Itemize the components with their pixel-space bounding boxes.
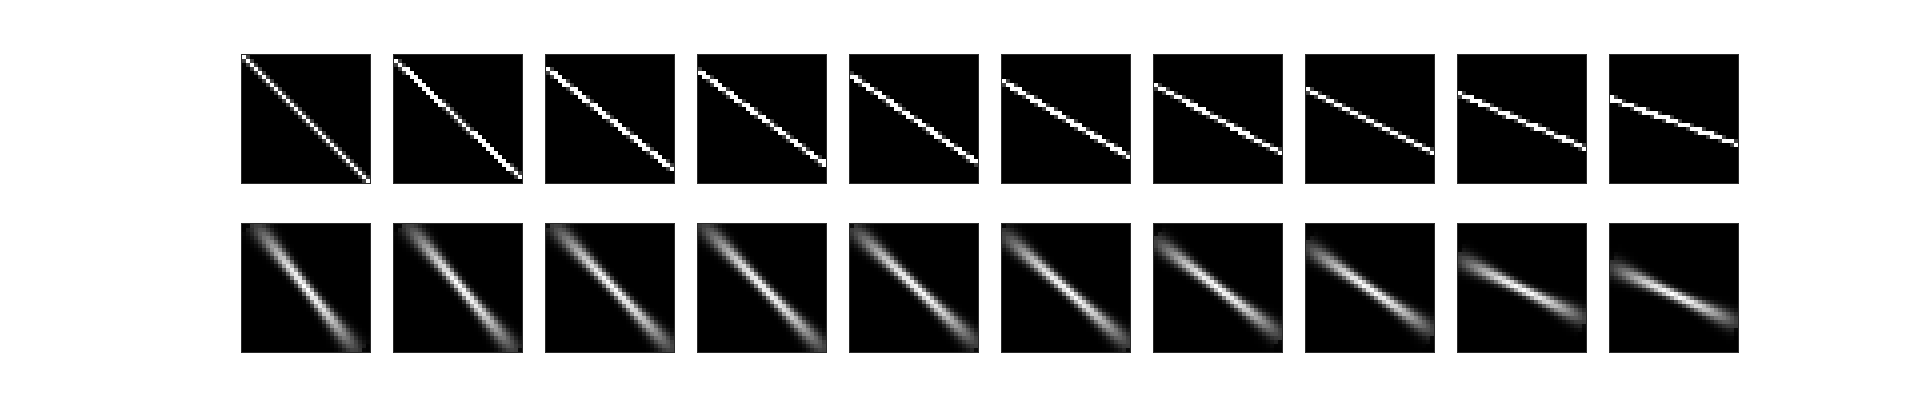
top-row-panel-3 (545, 54, 675, 184)
top-row-image-7 (1154, 55, 1282, 183)
bottom-row-image-4 (698, 224, 826, 352)
bottom-row-panel-8 (1305, 223, 1435, 353)
bottom-row-panel-2 (393, 223, 523, 353)
bottom-row-image-10 (1610, 224, 1738, 352)
top-row-panel-8 (1305, 54, 1435, 184)
top-row-image-5 (850, 55, 978, 183)
top-row-panel-2 (393, 54, 523, 184)
top-row-panel-10 (1609, 54, 1739, 184)
bottom-row-image-8 (1306, 224, 1434, 352)
top-row-panel-4 (697, 54, 827, 184)
bottom-row-panel-7 (1153, 223, 1283, 353)
top-row-image-9 (1458, 55, 1586, 183)
top-row-image-10 (1610, 55, 1738, 183)
bottom-row-panel-5 (849, 223, 979, 353)
bottom-row-panel-4 (697, 223, 827, 353)
top-row-image-4 (698, 55, 826, 183)
bottom-row-panel-1 (241, 223, 371, 353)
bottom-row-image-2 (394, 224, 522, 352)
top-row-panel-7 (1153, 54, 1283, 184)
bottom-row-image-5 (850, 224, 978, 352)
top-row-panel-1 (241, 54, 371, 184)
top-row-image-2 (394, 55, 522, 183)
top-row-image-8 (1306, 55, 1434, 183)
bottom-row-image-1 (242, 224, 370, 352)
bottom-row-panel-9 (1457, 223, 1587, 353)
top-row-image-6 (1002, 55, 1130, 183)
bottom-row-panel-10 (1609, 223, 1739, 353)
top-row-panel-6 (1001, 54, 1131, 184)
bottom-row-image-3 (546, 224, 674, 352)
bottom-row-panel-6 (1001, 223, 1131, 353)
top-row-image-3 (546, 55, 674, 183)
bottom-row-image-7 (1154, 224, 1282, 352)
top-row-panel-9 (1457, 54, 1587, 184)
bottom-row-panel-3 (545, 223, 675, 353)
bottom-row-image-6 (1002, 224, 1130, 352)
top-row-panel-5 (849, 54, 979, 184)
top-row-image-1 (242, 55, 370, 183)
bottom-row-image-9 (1458, 224, 1586, 352)
